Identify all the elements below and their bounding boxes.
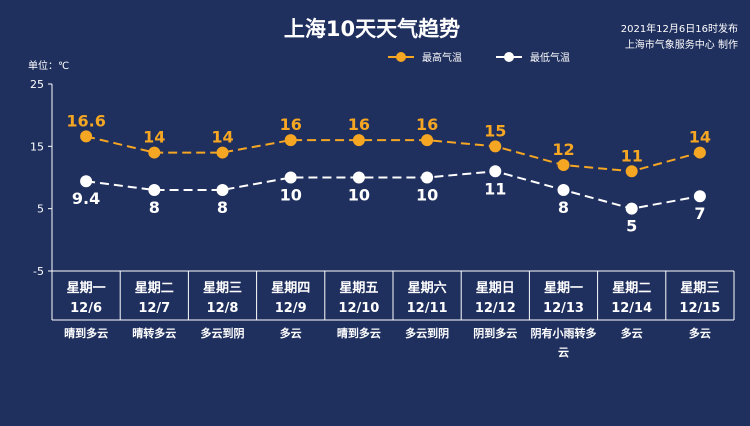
low-temp-point: [284, 171, 297, 184]
legend-low-label: 最低气温: [530, 51, 570, 64]
weather-label: 多云到阴: [405, 326, 449, 340]
date-label: 12/12: [475, 301, 516, 316]
y-tick-label: -5: [33, 265, 44, 278]
high-temp-point: [693, 146, 706, 159]
y-tick-label: 15: [30, 140, 44, 153]
low-temp-data-label: 9.4: [72, 189, 100, 208]
date-label: 12/11: [407, 301, 448, 316]
weekday-label: 星期三: [203, 281, 242, 296]
high-temp-data-label: 11: [621, 146, 643, 165]
weekday-label: 星期五: [339, 281, 378, 296]
weather-label: 阴有小雨转多: [531, 326, 597, 340]
high-temp-point: [489, 140, 502, 153]
high-temp-point: [216, 146, 229, 159]
high-temp-data-label: 14: [689, 128, 711, 147]
weekday-label: 星期二: [135, 281, 174, 296]
weather-label: 晴转多云: [132, 326, 176, 340]
unit-label: 单位：℃: [28, 59, 69, 72]
low-temp-point: [557, 183, 570, 196]
low-temp-point: [352, 171, 365, 184]
high-temp-point: [557, 159, 570, 172]
weekday-label: 星期一: [67, 281, 106, 296]
weather-label: 多云: [689, 326, 711, 340]
low-temp-point: [693, 190, 706, 203]
weather-label-continued: 云: [558, 346, 569, 359]
low-temp-data-label: 10: [280, 186, 302, 205]
date-label: 12/13: [543, 301, 584, 316]
high-temp-line: [85, 135, 701, 173]
high-temp-data-label: 16.6: [66, 111, 105, 130]
low-temp-data-label: 5: [626, 217, 637, 236]
date-label: 12/8: [207, 301, 239, 316]
date-table: 星期一 12/6 晴到多云 星期二 12/7 晴转多云 星期三 12/8 多云到阴 星期四 12/9…: [52, 270, 735, 359]
weekday-label: 星期六: [408, 280, 447, 296]
weekday-label: 星期二: [612, 281, 651, 296]
date-label: 12/6: [70, 301, 102, 316]
low-temp-line: [85, 170, 701, 210]
series-high: 16.6 14 14 16 16 16 15 12 11 14: [66, 111, 711, 178]
low-temp-data-label: 8: [149, 198, 160, 217]
publisher: 上海市气象服务中心 制作: [625, 38, 738, 51]
weather-label: 阴到多云: [473, 326, 517, 340]
high-temp-point: [284, 134, 297, 147]
weather-label: 多云: [621, 326, 643, 340]
high-temp-point: [352, 134, 365, 147]
high-temp-data-label: 14: [143, 128, 165, 147]
date-label: 12/15: [679, 301, 720, 316]
legend: 最高气温 最低气温: [388, 51, 570, 64]
high-temp-point: [625, 165, 638, 178]
date-label: 12/9: [275, 301, 307, 316]
low-temp-point: [625, 202, 638, 215]
high-temp-data-label: 16: [280, 115, 302, 134]
weekday-label: 星期三: [680, 281, 719, 296]
low-temp-data-label: 10: [348, 186, 370, 205]
weekday-label: 星期四: [271, 281, 310, 296]
high-temp-data-label: 16: [348, 115, 370, 134]
date-label: 12/14: [611, 301, 652, 316]
low-temp-data-label: 8: [558, 198, 569, 217]
legend-high-label: 最高气温: [422, 51, 462, 64]
chart-title: 上海10天天气趋势: [284, 17, 460, 41]
y-tick-label: 5: [37, 203, 44, 216]
weather-label: 晴到多云: [337, 326, 381, 340]
low-temp-data-label: 11: [484, 179, 506, 198]
weather-label: 晴到多云: [64, 326, 108, 340]
high-temp-point: [148, 146, 161, 159]
low-temp-data-label: 10: [416, 186, 438, 205]
low-temp-point: [148, 183, 161, 196]
legend-high-marker: [396, 52, 406, 62]
high-temp-data-label: 15: [484, 121, 506, 140]
high-temp-point: [80, 130, 93, 143]
low-temp-point: [216, 183, 229, 196]
high-temp-data-label: 12: [552, 140, 574, 159]
low-temp-data-label: 7: [694, 204, 705, 223]
high-temp-data-label: 16: [416, 115, 438, 134]
low-temp-point: [421, 171, 434, 184]
low-temp-data-label: 8: [217, 198, 228, 217]
low-temp-point: [80, 175, 93, 188]
weather-label: 多云到阴: [201, 326, 245, 340]
y-tick-label: 25: [30, 78, 44, 91]
series-low: 9.4 8 8 10 10 10 11 8 5 7: [72, 165, 706, 236]
axes: 25 15 5 -5: [30, 78, 53, 320]
weather-label: 多云: [280, 326, 302, 340]
legend-low-marker: [504, 52, 514, 62]
date-label: 12/7: [138, 301, 170, 316]
date-label: 12/10: [338, 301, 379, 316]
low-temp-point: [489, 165, 502, 178]
high-temp-point: [421, 134, 434, 147]
publish-time: 2021年12月6日16时发布: [621, 22, 738, 35]
weekday-label: 星期日: [476, 281, 515, 296]
weekday-label: 星期一: [544, 281, 583, 296]
high-temp-data-label: 14: [211, 128, 233, 147]
